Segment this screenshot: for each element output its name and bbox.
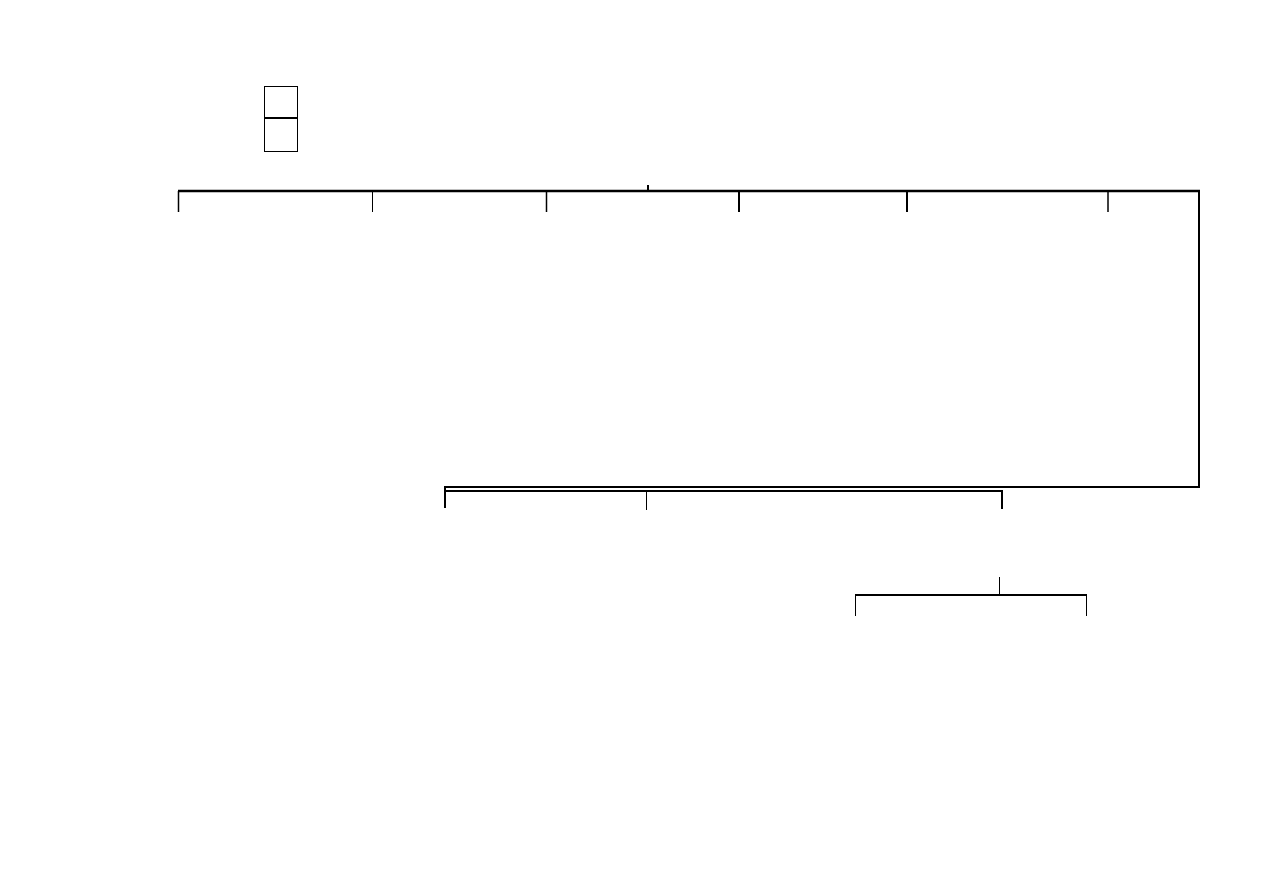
top-level-bracket — [177, 185, 1200, 488]
third-level-bracket — [855, 577, 1087, 616]
legend-box — [264, 86, 298, 152]
second-level-bracket — [444, 487, 1003, 510]
